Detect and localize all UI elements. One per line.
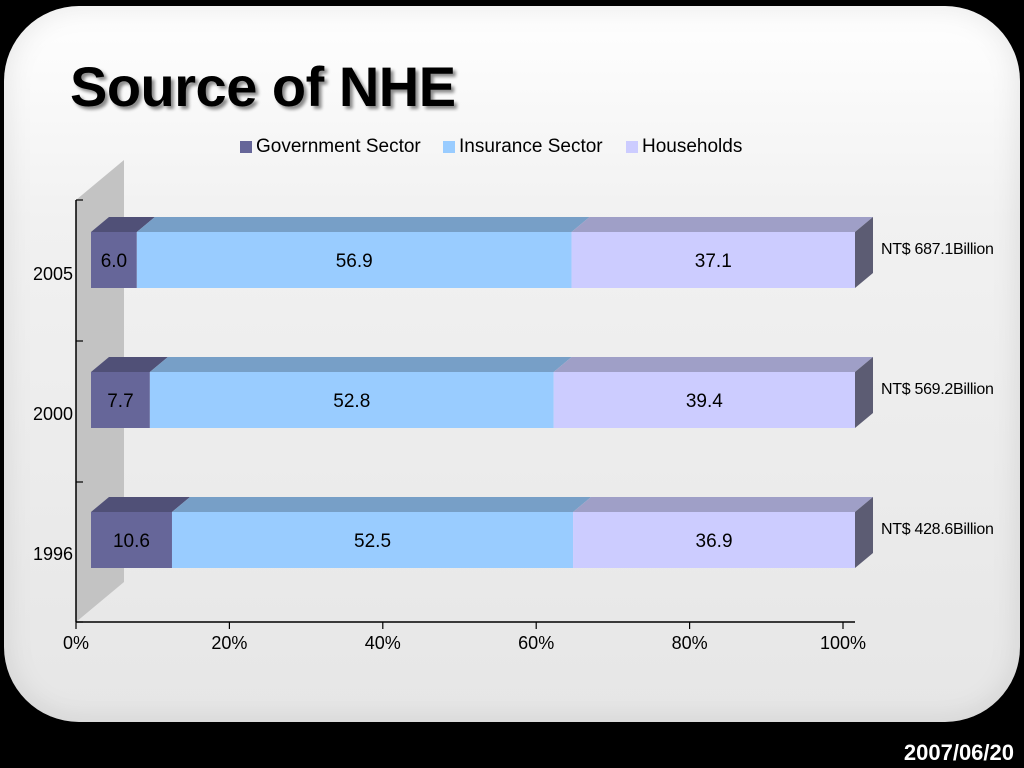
bar-2000-insurance-sector [149,372,554,428]
legend-label: Government Sector [256,136,421,157]
bar-1996-insurance-sector [171,512,574,568]
bar-row-1996 [91,497,873,568]
bar-1996-government-sector [91,512,172,568]
slide-background: Source of NHE Government Sector Insurance… [4,6,1020,722]
y-tick-label: 2005 [33,264,73,284]
data-label: 37.1 [695,251,732,272]
chart-axes: 0% 20% 40% 60% 80% 100% [63,199,866,653]
slide-date: 2007/06/20 [903,740,1014,765]
x-tick-label: 40% [365,633,401,653]
bar-2000-insurance-sector-top [149,357,572,372]
data-label: 52.8 [333,391,370,412]
bar-1996-side [855,497,873,568]
legend-label: Households [642,136,742,157]
bar-2005-insurance-sector-top [136,217,590,232]
y-tick-label: 1996 [33,544,73,564]
bar-2005-side [855,217,873,288]
data-label: 7.7 [107,391,133,412]
legend-label: Insurance Sector [459,136,603,157]
bar-1996-households-top [573,497,873,512]
legend-item-insurance-sector: Insurance Sector [443,136,603,157]
bar-2005-households-top [571,217,873,232]
legend-swatch [626,141,638,153]
bar-2000-households [553,372,855,428]
slide-title: Source of NHE [70,55,456,118]
legend-swatch [443,141,455,153]
bar-1996-government-sector-top [91,497,190,512]
bar-2005-government-sector-top [91,217,155,232]
chart-legend: Government Sector Insurance Sector Househo… [240,136,742,157]
data-label: 36.9 [696,531,733,552]
bar-2000-households-top [553,357,873,372]
y-tick-label: 2000 [33,404,73,424]
total-annotation: NT$ 687.1Billion [881,241,994,258]
bar-1996-households [573,512,855,568]
legend-item-government-sector: Government Sector [240,136,421,157]
x-tick-label: 20% [211,633,247,653]
chart-bars [91,217,873,568]
legend-swatch [240,141,252,153]
data-label: 6.0 [101,251,127,272]
chart-labels: 6.0 56.9 37.1 2005 NT$ 687.1Billion 7.7 52.8 39… [33,241,994,564]
x-tick-label: 0% [63,633,89,653]
legend-item-households: Households [626,136,742,157]
bar-2000-government-sector-top [91,357,168,372]
total-annotation: NT$ 428.6Billion [881,521,994,538]
data-label: 56.9 [336,251,373,272]
bar-2000-side [855,357,873,428]
data-label: 52.5 [354,531,391,552]
x-tick-label: 60% [518,633,554,653]
total-annotation: NT$ 569.2Billion [881,381,994,398]
stacked-bar-chart: Government Sector Insurance Sector Househo… [33,136,994,653]
bar-2005-insurance-sector [136,232,572,288]
bar-row-2005 [91,217,873,288]
x-tick-label: 80% [672,633,708,653]
data-label: 10.6 [113,531,150,552]
data-label: 39.4 [686,391,723,412]
x-tick-label: 100% [820,633,866,653]
bar-1996-insurance-sector-top [171,497,592,512]
bar-row-2000 [91,357,873,428]
bar-2005-government-sector [91,232,137,288]
bar-2005-households [571,232,855,288]
bar-2000-government-sector [91,372,150,428]
